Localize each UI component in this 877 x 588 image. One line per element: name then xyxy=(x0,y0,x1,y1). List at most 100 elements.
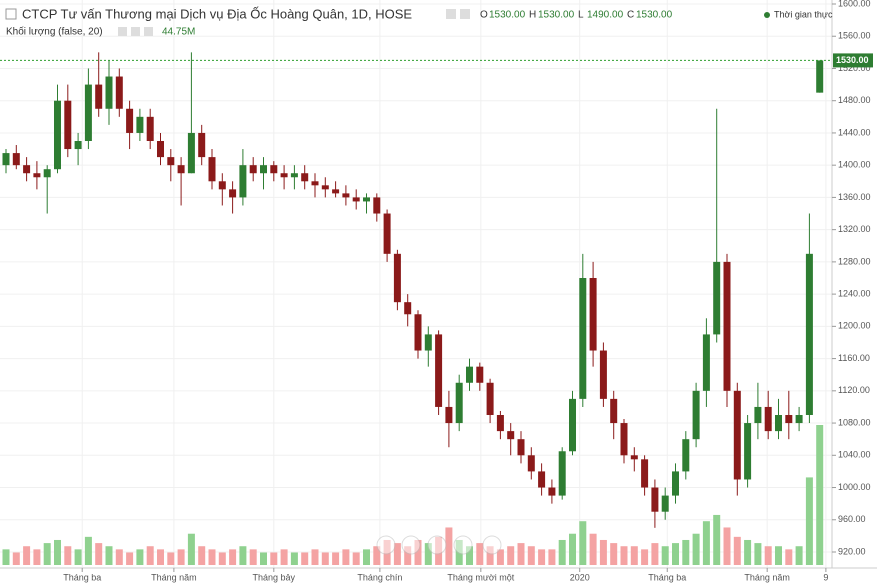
zoom-btn[interactable] xyxy=(376,535,396,555)
zoom-out[interactable] xyxy=(401,535,421,555)
candle-body xyxy=(321,185,329,190)
candle-body xyxy=(64,100,72,150)
ohlc-key: C xyxy=(627,10,634,21)
x-tick-label: Tháng năm xyxy=(151,572,197,582)
candle-body xyxy=(548,487,556,496)
realtime-label: Thời gian thực xyxy=(774,9,833,19)
candle-body xyxy=(239,165,247,198)
volume-bar xyxy=(239,546,247,565)
y-tick-label: 1360.00 xyxy=(838,192,871,202)
x-tick-label: Tháng ba xyxy=(63,572,101,582)
volume-bar xyxy=(517,543,525,565)
volume-bar xyxy=(167,552,175,565)
candle-body xyxy=(270,165,278,174)
volume-bar xyxy=(321,552,329,565)
volume-close[interactable] xyxy=(144,27,153,36)
candle-body xyxy=(527,455,535,472)
collapse-icon[interactable] xyxy=(5,8,17,20)
x-tick-label: Tháng ba xyxy=(648,572,686,582)
y-tick-label: 1040.00 xyxy=(838,450,871,460)
y-tick-label: 1440.00 xyxy=(838,127,871,137)
candle-body xyxy=(610,398,618,424)
candle-body xyxy=(363,197,370,202)
candle-body xyxy=(126,108,134,133)
candle-body xyxy=(167,157,175,166)
candle-body xyxy=(507,431,515,440)
y-tick-label: 1240.00 xyxy=(838,288,871,298)
volume-bar xyxy=(373,546,381,565)
candle-body xyxy=(74,141,82,150)
volume-bar xyxy=(290,552,298,565)
candle-body xyxy=(342,193,350,198)
candle-body xyxy=(43,169,51,178)
x-tick-label: Tháng mười một xyxy=(447,572,514,582)
zoom-in[interactable] xyxy=(453,535,473,555)
candle-body xyxy=(311,181,319,186)
candle-body xyxy=(146,116,154,141)
y-tick-label: 960.00 xyxy=(838,514,866,524)
settings-icon[interactable] xyxy=(446,9,456,19)
volume-bar xyxy=(64,546,72,565)
volume-bar xyxy=(527,546,535,565)
candle-body xyxy=(33,173,41,178)
volume-hide[interactable] xyxy=(131,27,140,36)
volume-bar xyxy=(424,543,432,565)
volume-bar xyxy=(311,549,319,565)
ohlc-key: O xyxy=(480,10,488,21)
candle-body xyxy=(383,213,391,254)
volume-bar xyxy=(785,549,793,565)
candle-body xyxy=(445,406,453,424)
volume-bar xyxy=(764,546,772,565)
y-tick-label: 1120.00 xyxy=(838,385,870,395)
candle-body xyxy=(404,302,412,315)
close-icon[interactable] xyxy=(460,9,470,19)
volume-bar xyxy=(476,543,484,565)
candle-body xyxy=(95,84,103,109)
volume-bar xyxy=(146,546,154,565)
candle-body xyxy=(373,197,381,214)
y-tick-label: 1200.00 xyxy=(838,321,871,331)
volume-bar xyxy=(393,543,401,565)
candle-body xyxy=(816,60,824,93)
volume-bar xyxy=(816,425,824,565)
volume-bar xyxy=(95,543,103,565)
volume-bar xyxy=(610,543,618,565)
candle-body xyxy=(290,173,298,178)
y-tick-label: 1600.00 xyxy=(838,0,871,8)
volume-bar xyxy=(548,549,556,565)
scroll-right[interactable] xyxy=(482,535,502,555)
candle-body xyxy=(579,278,587,399)
candle-body xyxy=(198,132,206,158)
volume-bar xyxy=(136,549,144,565)
volume-title: Khối lượng (false, 20) xyxy=(6,26,103,38)
volume-bar xyxy=(218,552,226,565)
last-price-box xyxy=(833,53,873,68)
candle-body xyxy=(187,132,195,174)
volume-bar xyxy=(795,546,803,565)
candle-body xyxy=(599,350,607,399)
candle-body xyxy=(795,415,803,424)
candle-body xyxy=(352,197,360,202)
volume-bar xyxy=(363,549,370,565)
volume-settings[interactable] xyxy=(118,27,127,36)
volume-bar xyxy=(115,549,123,565)
candle-body xyxy=(702,334,710,391)
candle-body xyxy=(764,406,772,432)
candle-body xyxy=(733,390,741,480)
candle-body xyxy=(208,157,216,182)
volume-bar xyxy=(558,539,566,565)
y-tick-label: 920.00 xyxy=(838,546,866,556)
candle-body xyxy=(218,181,226,190)
candle-body xyxy=(744,423,752,480)
x-tick-label: Tháng bảy xyxy=(253,572,296,582)
volume-bar xyxy=(84,536,92,565)
y-tick-label: 1400.00 xyxy=(838,160,871,170)
volume-bar xyxy=(54,539,61,565)
zoom-reset[interactable] xyxy=(427,535,447,555)
candle-body xyxy=(651,487,659,512)
ohlc-value: 1530.00 xyxy=(489,10,526,21)
volume-bar xyxy=(775,546,782,565)
